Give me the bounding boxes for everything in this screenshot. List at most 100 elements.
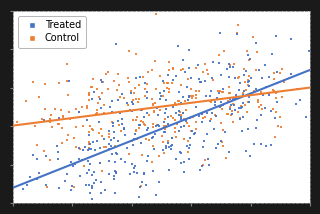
Point xyxy=(252,143,257,146)
Point xyxy=(82,165,87,168)
Point xyxy=(235,23,240,27)
Point xyxy=(145,97,150,100)
Point xyxy=(112,130,117,134)
Point xyxy=(120,211,125,214)
Point xyxy=(24,183,29,187)
Point xyxy=(140,181,145,184)
Point xyxy=(85,106,90,110)
Point xyxy=(196,78,201,81)
Point xyxy=(213,104,218,107)
Point xyxy=(271,89,276,93)
Point xyxy=(101,103,106,107)
Point xyxy=(187,96,192,99)
Point xyxy=(145,155,150,158)
Point xyxy=(144,111,149,114)
Point xyxy=(122,126,127,129)
Point xyxy=(272,77,277,81)
Point xyxy=(229,112,234,115)
Point xyxy=(298,98,303,102)
Point xyxy=(200,71,205,74)
Point xyxy=(147,138,152,141)
Point xyxy=(43,108,48,111)
Point xyxy=(84,211,89,214)
Point xyxy=(23,99,28,102)
Point xyxy=(43,183,48,187)
Point xyxy=(173,158,178,161)
Point xyxy=(162,130,167,133)
Point xyxy=(167,169,172,172)
Point xyxy=(99,79,104,82)
Point xyxy=(162,151,167,154)
Point xyxy=(238,117,243,121)
Point xyxy=(41,149,46,153)
Point xyxy=(91,181,96,185)
Point xyxy=(180,58,185,61)
Point xyxy=(74,107,79,111)
Point xyxy=(154,12,159,15)
Point xyxy=(226,150,231,153)
Point xyxy=(234,32,239,35)
Point xyxy=(150,169,155,173)
Point xyxy=(83,146,88,149)
Point xyxy=(110,120,115,123)
Point xyxy=(86,93,92,97)
Point xyxy=(263,144,268,148)
Point xyxy=(194,94,199,97)
Point xyxy=(86,168,91,172)
Point xyxy=(258,142,263,145)
Point xyxy=(35,177,40,181)
Point xyxy=(14,120,20,123)
Point xyxy=(107,172,112,175)
Point xyxy=(263,85,268,88)
Point xyxy=(55,123,60,126)
Point xyxy=(163,111,168,115)
Point xyxy=(117,112,123,115)
Point xyxy=(208,95,213,98)
Point xyxy=(187,48,192,52)
Point xyxy=(225,112,230,116)
Point xyxy=(92,149,97,152)
Point xyxy=(172,101,177,105)
Point xyxy=(274,100,279,104)
Point xyxy=(166,61,172,64)
Point xyxy=(60,141,65,145)
Point xyxy=(269,143,274,147)
Point xyxy=(112,80,117,83)
Point xyxy=(227,97,232,100)
Point xyxy=(173,103,178,107)
Point xyxy=(241,67,246,71)
Point xyxy=(86,140,92,144)
Point xyxy=(172,118,177,121)
Point xyxy=(132,91,137,95)
Point xyxy=(145,126,150,129)
Point xyxy=(97,97,102,100)
Point xyxy=(47,159,52,162)
Point xyxy=(269,109,274,113)
Point xyxy=(187,157,192,160)
Point xyxy=(80,124,85,128)
Point xyxy=(135,116,140,119)
Point xyxy=(138,141,143,144)
Point xyxy=(164,86,170,90)
Point xyxy=(237,107,242,110)
Point xyxy=(182,99,187,102)
Point xyxy=(220,88,225,91)
Point xyxy=(139,108,144,112)
Point xyxy=(209,89,214,93)
Point xyxy=(162,128,167,131)
Point xyxy=(86,183,92,187)
Point xyxy=(78,147,83,150)
Point xyxy=(88,147,93,151)
Point xyxy=(96,120,101,124)
Point xyxy=(109,152,115,156)
Point xyxy=(230,110,235,113)
Point xyxy=(59,127,64,130)
Point xyxy=(236,88,241,91)
Point xyxy=(96,131,101,134)
Point xyxy=(60,204,66,207)
Point xyxy=(203,115,208,119)
Point xyxy=(223,156,228,160)
Point xyxy=(215,96,220,99)
Point xyxy=(73,126,78,129)
Point xyxy=(133,86,138,90)
